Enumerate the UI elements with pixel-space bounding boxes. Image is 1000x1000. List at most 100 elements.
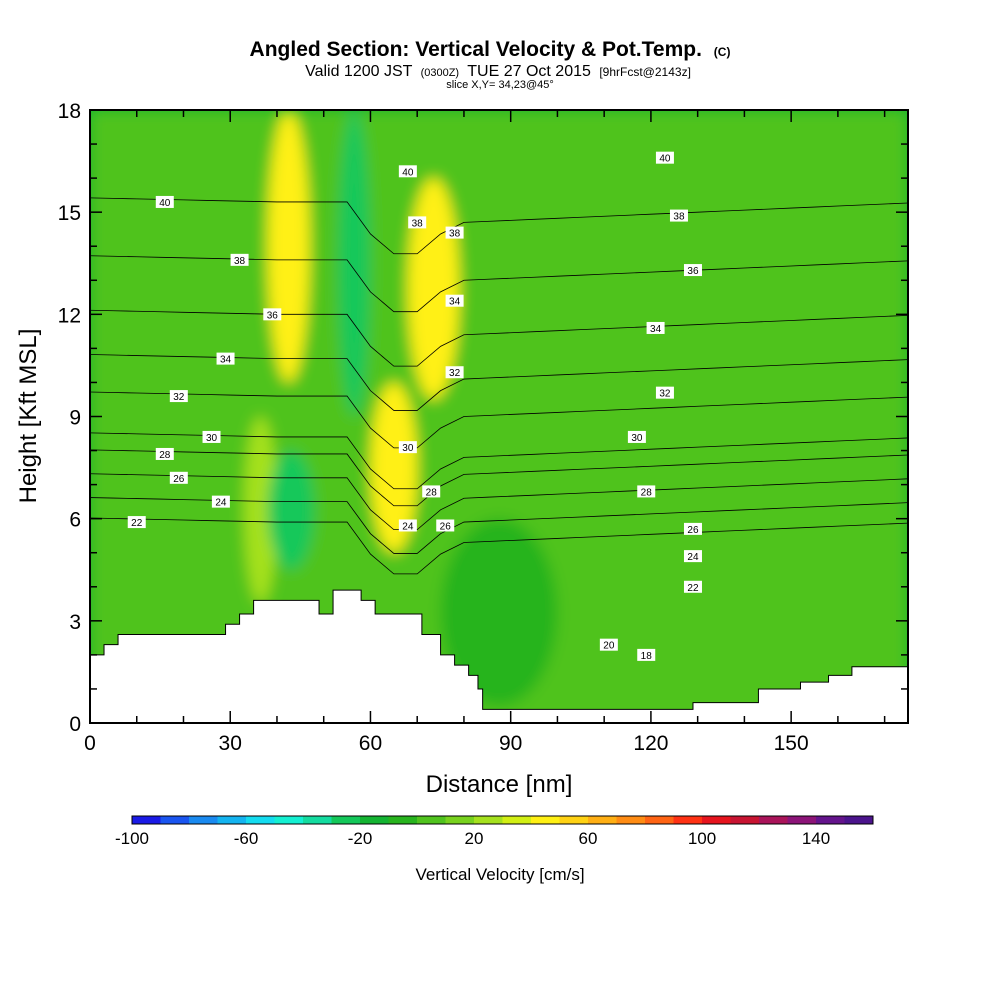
contour-label: 32 [659, 389, 671, 400]
colorbar-swatch [702, 816, 731, 824]
contour-label-bg [655, 386, 674, 399]
colorbar-swatch [360, 816, 389, 824]
slice-label: slice X,Y= 34,23@45° [446, 79, 554, 91]
contour-label-bg [422, 485, 441, 498]
colorbar-tick-label: -100 [115, 829, 149, 848]
colorbar-swatch [474, 816, 503, 824]
x-tick-label: 0 [84, 732, 96, 755]
svg-text:Valid 1200 JST (0300Z): Valid 1200 JST (0300Z) TUE 27 Oct 2015 [… [305, 63, 691, 80]
colorbar-swatch [246, 816, 275, 824]
contour-label-bg [637, 485, 656, 498]
isentrope-line [90, 449, 908, 507]
contour-label-bg [216, 352, 235, 365]
title-block: Angled Section: Vertical Velocity & Pot.… [250, 38, 731, 91]
contour-label-bg [669, 209, 688, 222]
contour-label: 40 [402, 167, 414, 178]
colorbar-swatch [417, 816, 446, 824]
colorbar-tick-label: 140 [802, 829, 830, 848]
isentrope-line [90, 517, 908, 575]
contour-label: 38 [449, 229, 461, 240]
colorbar-title: Vertical Velocity [cm/s] [415, 865, 584, 884]
contour-label-bg [398, 441, 417, 454]
contour-label: 34 [220, 355, 232, 366]
contour-label-bg [627, 430, 646, 443]
isentrope-line [90, 391, 908, 449]
y-axis-label: Height [Kft MSL] [15, 329, 42, 504]
colorbar-swatch [388, 816, 418, 824]
contour-label: 22 [131, 518, 143, 529]
velocity-band [267, 450, 315, 570]
velocity-field [90, 110, 908, 723]
colorbar-tick-label: 100 [688, 829, 716, 848]
isentrope-line [90, 197, 908, 255]
colorbar-swatch [588, 816, 617, 824]
contour-label-bg [646, 321, 665, 334]
contour-label: 38 [673, 212, 685, 223]
contour-label-bg [436, 519, 455, 532]
colorbar-swatch [787, 816, 817, 824]
contour-label-bg [230, 253, 249, 266]
contour-label-bg [445, 294, 464, 307]
zulu-time: (0300Z) [421, 67, 460, 79]
velocity-band [267, 110, 310, 383]
contour-label-bg [263, 308, 282, 321]
colorbar-swatch [445, 816, 475, 824]
colorbar-swatch [816, 816, 845, 824]
colorbar-swatch [730, 816, 760, 824]
colorbar-swatch [616, 816, 646, 824]
contour-label: 34 [449, 297, 461, 308]
y-tick-label: 0 [69, 713, 81, 736]
colorbar: -100 -60 -20 20 60 100 140 [115, 815, 874, 848]
valid-date: TUE 27 Oct 2015 [467, 63, 591, 80]
contour-labels: 22 24 26 28 30 32 34 36 38 40 40 38 38 34 32 30 28 24 26 40… [127, 151, 702, 662]
colorbar-swatch [274, 816, 304, 824]
contour-label: 30 [402, 443, 414, 454]
colorbar-swatch [531, 816, 560, 824]
colorbar-swatch [189, 816, 218, 824]
forecast-info: [9hrFcst@2143z] [599, 65, 691, 79]
contour-label: 28 [159, 450, 171, 461]
colorbar-tick-label: 20 [465, 829, 484, 848]
y-tick-label: 6 [69, 509, 81, 532]
contour-label-bg [637, 648, 656, 661]
x-tick-label: 150 [774, 732, 809, 755]
colorbar-tick-label: -20 [348, 829, 373, 848]
contour-label: 18 [641, 651, 653, 662]
y-tick-label: 3 [69, 611, 81, 634]
contour-label: 28 [426, 487, 438, 498]
colorbar-swatch [645, 816, 674, 824]
contour-label: 40 [159, 198, 171, 209]
colorbar-swatch [502, 816, 532, 824]
y-tick-label: 12 [58, 304, 81, 327]
x-tick-label: 120 [633, 732, 668, 755]
x-axis-label: Distance [nm] [426, 771, 573, 798]
contour-label: 30 [206, 433, 218, 444]
colorbar-swatch [160, 816, 190, 824]
contour-label-bg [683, 550, 702, 563]
x-tick-label: 60 [359, 732, 382, 755]
contour-label: 30 [631, 433, 643, 444]
colorbar-swatch [132, 816, 161, 824]
contour-label-bg [408, 216, 427, 229]
y-tick-label: 18 [58, 100, 81, 123]
velocity-band [244, 416, 277, 604]
contour-label: 34 [650, 324, 662, 335]
x-tick-label: 30 [219, 732, 242, 755]
contour-label: 38 [412, 218, 424, 229]
contour-label-bg [211, 495, 230, 508]
contour-label: 26 [440, 521, 452, 532]
colorbar-swatch [844, 816, 874, 824]
contour-label-bg [155, 447, 174, 460]
contour-label: 40 [659, 154, 671, 165]
colorbar-swatch [759, 816, 788, 824]
contour-label: 36 [687, 266, 699, 277]
contour-label-bg [155, 195, 174, 208]
contour-label-bg [202, 430, 221, 443]
contour-label: 36 [267, 310, 279, 321]
title-units: (C) [714, 45, 731, 59]
terrain [90, 589, 908, 723]
contour-label-bg [683, 580, 702, 593]
contour-label-bg [169, 390, 188, 403]
